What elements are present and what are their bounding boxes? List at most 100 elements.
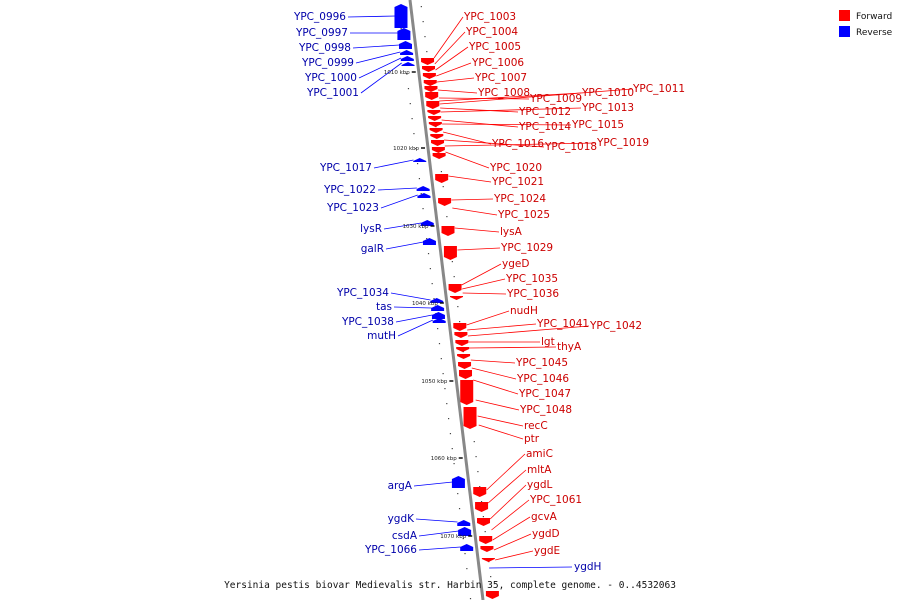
reverse-gene-label[interactable]: lysR xyxy=(360,223,382,235)
reverse-gene-label[interactable]: YPC_1000 xyxy=(304,72,357,84)
reverse-gene-label[interactable]: argA xyxy=(388,480,413,492)
forward-label-leader xyxy=(489,484,527,520)
forward-gene-label[interactable]: YPC_1012 xyxy=(518,106,571,118)
forward-gene-label[interactable]: YPC_1042 xyxy=(589,320,642,332)
forward-gene-label[interactable]: YPC_1004 xyxy=(465,26,518,38)
forward-label-leader xyxy=(471,367,517,380)
forward-gene-label[interactable]: amiC xyxy=(526,448,553,460)
forward-gene-label[interactable]: ygdL xyxy=(527,479,553,491)
forward-label-leader xyxy=(469,346,557,349)
reverse-label-leader xyxy=(347,15,396,18)
forward-gene-label[interactable]: YPC_1041 xyxy=(536,318,589,330)
track-dot xyxy=(449,433,452,435)
track-dot xyxy=(424,36,426,38)
forward-gene-label[interactable]: YPC_1020 xyxy=(489,162,542,174)
label-leader-lines xyxy=(347,15,633,569)
forward-gene-label[interactable]: recC xyxy=(524,420,548,432)
forward-gene-label[interactable]: YPC_1007 xyxy=(474,72,527,84)
reverse-gene-label[interactable]: galR xyxy=(361,243,384,255)
track-dot xyxy=(462,538,464,540)
reverse-gene-label[interactable]: csdA xyxy=(392,530,418,542)
forward-gene-label[interactable]: thyA xyxy=(557,341,582,353)
track-dot xyxy=(459,321,461,323)
forward-gene-label[interactable]: YPC_1029 xyxy=(500,242,553,254)
forward-gene-label[interactable]: YPC_1006 xyxy=(471,57,524,69)
forward-gene-label[interactable]: YPC_1014 xyxy=(518,121,571,133)
forward-gene-label[interactable]: YPC_1021 xyxy=(491,176,544,188)
forward-gene-label[interactable]: ygeD xyxy=(502,258,529,270)
forward-gene xyxy=(441,226,455,236)
reverse-gene-label[interactable]: ygdH xyxy=(574,561,601,573)
forward-gene-label[interactable]: YPC_1018 xyxy=(544,141,597,153)
forward-gene-label[interactable]: YPC_1045 xyxy=(515,357,568,369)
forward-label-leader xyxy=(442,123,572,126)
reverse-gene-label[interactable]: YPC_1066 xyxy=(364,544,417,556)
forward-gene-label[interactable]: ygdE xyxy=(534,545,560,557)
forward-gene-label[interactable]: YPC_1025 xyxy=(497,209,550,221)
forward-gene xyxy=(429,128,443,133)
forward-label-leader xyxy=(486,453,526,491)
forward-gene-label[interactable]: YPC_1009 xyxy=(529,93,582,105)
forward-gene-label[interactable]: lgt xyxy=(541,336,555,348)
forward-gene-label[interactable]: mltA xyxy=(527,464,552,476)
forward-gene-label[interactable]: YPC_1019 xyxy=(596,137,649,149)
forward-gene-label[interactable]: YPC_1046 xyxy=(516,373,569,385)
forward-gene-label[interactable]: YPC_1047 xyxy=(518,388,571,400)
forward-gene-label[interactable]: YPC_1010 xyxy=(581,87,634,99)
forward-gene-label[interactable]: lysA xyxy=(500,226,523,238)
forward-label-leader xyxy=(462,292,507,295)
reverse-gene-label[interactable]: YPC_1017 xyxy=(319,162,372,174)
reverse-gene-label[interactable]: ygdK xyxy=(388,513,416,525)
forward-gene xyxy=(475,502,489,512)
forward-label-leader xyxy=(492,516,531,541)
track-dot xyxy=(484,531,486,533)
forward-gene-label[interactable]: ygdD xyxy=(532,528,560,540)
forward-gene-label[interactable]: nudH xyxy=(510,305,538,317)
forward-gene-label[interactable]: YPC_1003 xyxy=(463,11,516,23)
track-dot xyxy=(418,178,421,180)
forward-gene-label[interactable]: ptr xyxy=(524,433,540,445)
reverse-gene-label[interactable]: mutH xyxy=(367,330,396,342)
forward-gene xyxy=(480,546,494,552)
reverse-gene xyxy=(451,476,465,488)
legend: Forward Reverse xyxy=(839,10,893,38)
forward-label-leader xyxy=(478,424,524,440)
forward-gene-label[interactable]: YPC_1005 xyxy=(468,41,521,53)
forward-gene xyxy=(473,487,487,497)
forward-gene-label[interactable]: YPC_1013 xyxy=(581,102,634,114)
reverse-label-leader xyxy=(373,159,414,169)
track-dot xyxy=(473,441,475,443)
forward-gene-label[interactable]: YPC_1048 xyxy=(519,404,572,416)
track-dot xyxy=(420,193,422,195)
reverse-gene xyxy=(432,318,446,323)
forward-gene-label[interactable]: YPC_1035 xyxy=(505,273,558,285)
reverse-gene-label[interactable]: YPC_0996 xyxy=(293,11,346,23)
forward-label-leader xyxy=(439,88,633,105)
forward-gene-label[interactable]: YPC_1008 xyxy=(477,87,530,99)
forward-gene-label[interactable]: YPC_1015 xyxy=(571,119,624,131)
forward-gene xyxy=(426,101,440,109)
track-dot xyxy=(457,493,459,495)
forward-gene-label[interactable]: YPC_1016 xyxy=(491,138,544,150)
reverse-gene-label[interactable]: YPC_1023 xyxy=(326,202,379,214)
forward-gene-label[interactable]: gcvA xyxy=(531,511,558,523)
reverse-label-leader xyxy=(360,62,402,94)
reverse-gene xyxy=(394,4,408,28)
forward-gene-label[interactable]: YPC_1061 xyxy=(529,494,582,506)
reverse-gene-label[interactable]: YPC_0998 xyxy=(298,42,351,54)
reverse-gene-label[interactable]: tas xyxy=(376,301,392,313)
forward-gene-label[interactable]: YPC_1024 xyxy=(493,193,546,205)
track-dot xyxy=(440,171,443,173)
reverse-gene-label[interactable]: YPC_0997 xyxy=(295,27,348,39)
track-dot xyxy=(440,358,442,360)
reverse-gene-label[interactable]: YPC_1038 xyxy=(341,316,394,328)
forward-gene xyxy=(459,370,473,379)
reverse-gene-label[interactable]: YPC_1001 xyxy=(306,87,359,99)
reverse-gene-label[interactable]: YPC_1022 xyxy=(323,184,376,196)
reverse-label-leader xyxy=(358,57,402,79)
reverse-gene-label[interactable]: YPC_1034 xyxy=(336,287,389,299)
track-dot xyxy=(475,456,477,458)
reverse-gene-label[interactable]: YPC_0999 xyxy=(301,57,354,69)
forward-gene-label[interactable]: YPC_1036 xyxy=(506,288,559,300)
forward-gene-label[interactable]: YPC_1011 xyxy=(632,83,685,95)
